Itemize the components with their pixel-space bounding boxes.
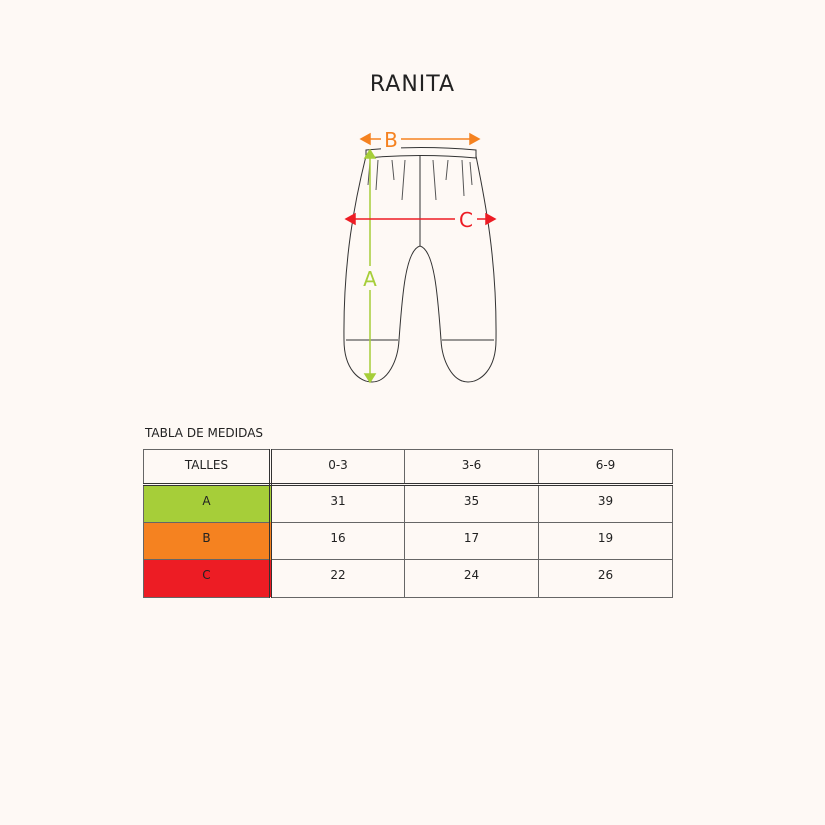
page-title: RANITA [369,72,456,97]
label-c: C [459,208,473,232]
header-talles: TALLES [143,449,272,486]
table-row: B 16 17 19 [143,521,673,560]
row-label: C [143,559,272,598]
label-b: B [384,128,398,152]
row-label: B [143,521,272,560]
measure-b [359,132,481,146]
table-cell: 16 [270,521,405,560]
table-cell: 19 [538,521,673,560]
table-label: TABLA DE MEDIDAS [145,426,264,440]
table-row: C 22 24 26 [143,559,673,598]
row-label: A [143,484,272,523]
table-cell: 22 [270,559,405,598]
header-size: 6-9 [538,449,673,486]
table-cell: 35 [404,484,539,523]
pants-outline [343,147,497,383]
label-a: A [363,267,377,291]
table-header-row: TALLES 0-3 3-6 6-9 [143,449,673,486]
header-size: 3-6 [404,449,539,486]
header-size: 0-3 [270,449,405,486]
table-cell: 17 [404,521,539,560]
table-cell: 26 [538,559,673,598]
pants-diagram: A B C [343,127,497,384]
table-cell: 31 [270,484,405,523]
size-table: TALLES 0-3 3-6 6-9 A 31 35 39 B 16 17 19… [143,449,673,598]
table-row: A 31 35 39 [143,484,673,523]
table-cell: 24 [404,559,539,598]
table-cell: 39 [538,484,673,523]
